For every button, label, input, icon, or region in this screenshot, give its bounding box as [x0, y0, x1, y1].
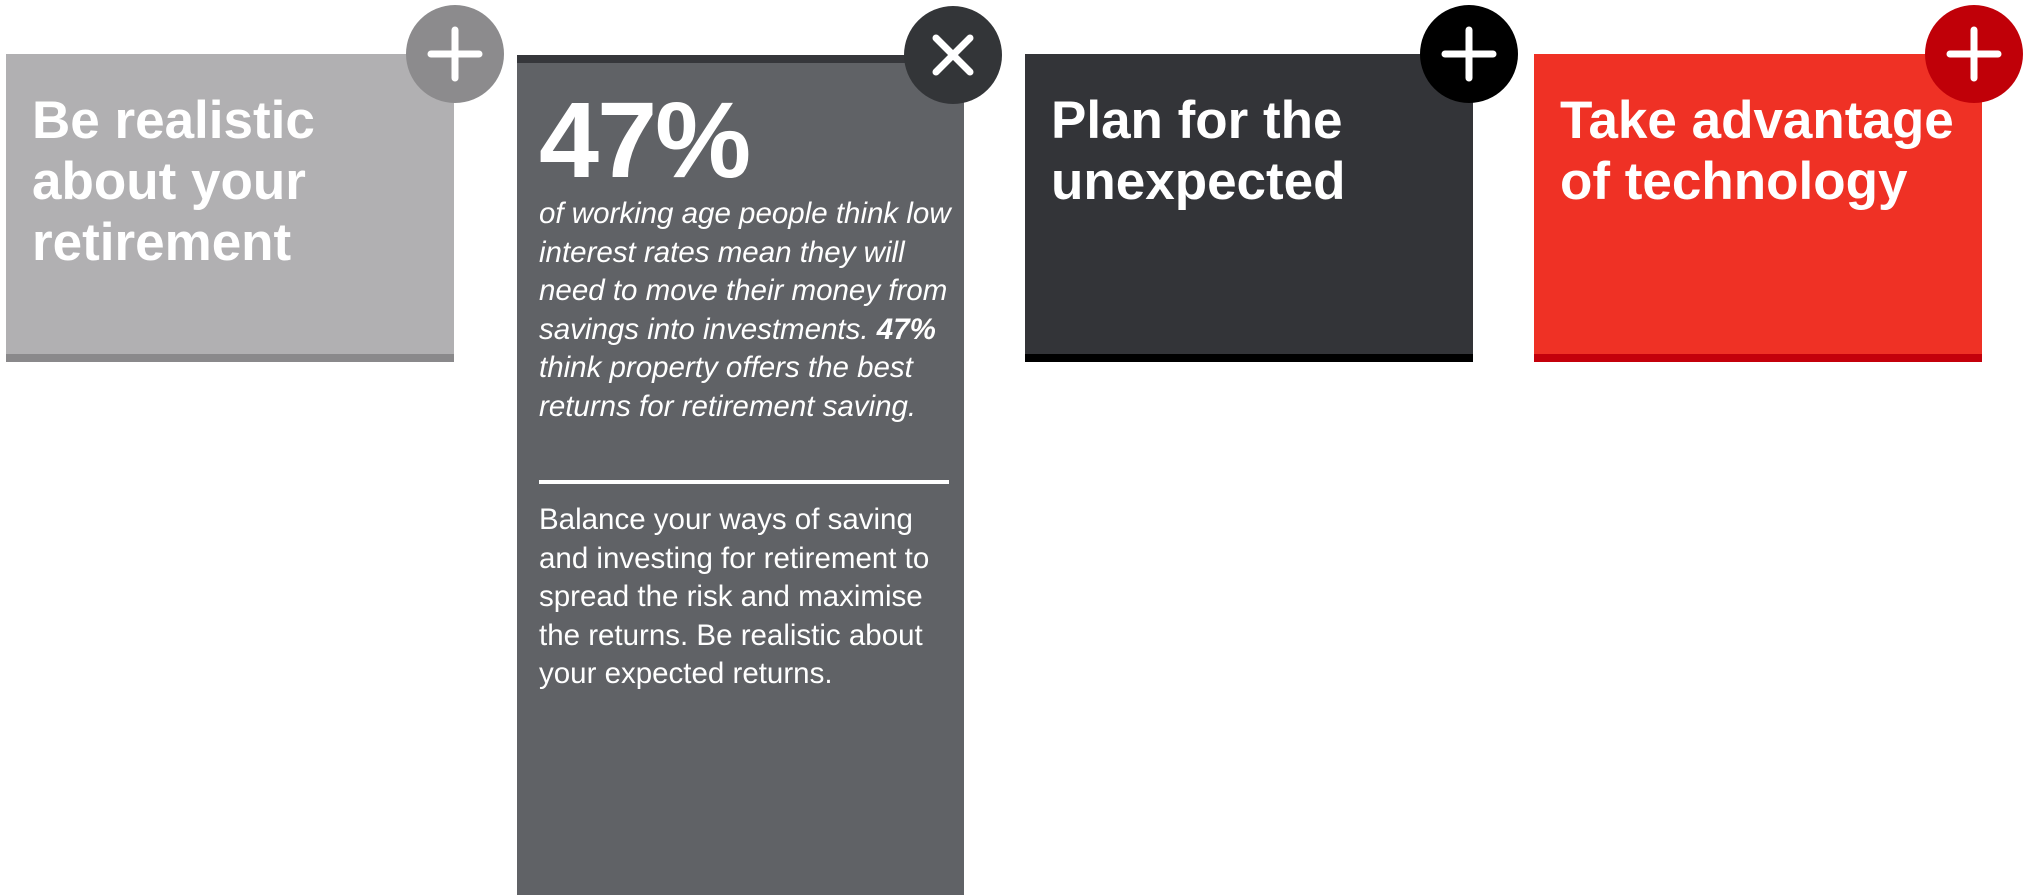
card[interactable]: Plan for the unexpected	[1025, 54, 1473, 362]
card[interactable]: Be realistic about your retirement	[6, 54, 454, 362]
card[interactable]: Take advantage of technology	[1534, 54, 1982, 362]
description-highlight: 47%	[876, 312, 936, 346]
card-title: Take advantage of technology	[1560, 91, 1954, 211]
divider	[539, 480, 949, 484]
description: of working age people think low interest…	[539, 195, 959, 427]
description-text: think property offers the best returns f…	[539, 351, 917, 423]
close-button[interactable]	[904, 6, 1002, 104]
expand-button[interactable]	[1925, 5, 2023, 103]
description-text: of working age people think low interest…	[539, 197, 951, 346]
body-text: Balance your ways of saving and investin…	[539, 503, 930, 691]
card-title: Be realistic about your retirement	[32, 91, 315, 272]
expand-button[interactable]	[1420, 5, 1518, 103]
stat: 47%	[539, 79, 751, 200]
expand-button[interactable]	[406, 5, 504, 103]
card-expanded: 47% of working age people think low inte…	[517, 55, 964, 895]
card-title: Plan for the unexpected	[1051, 91, 1346, 211]
